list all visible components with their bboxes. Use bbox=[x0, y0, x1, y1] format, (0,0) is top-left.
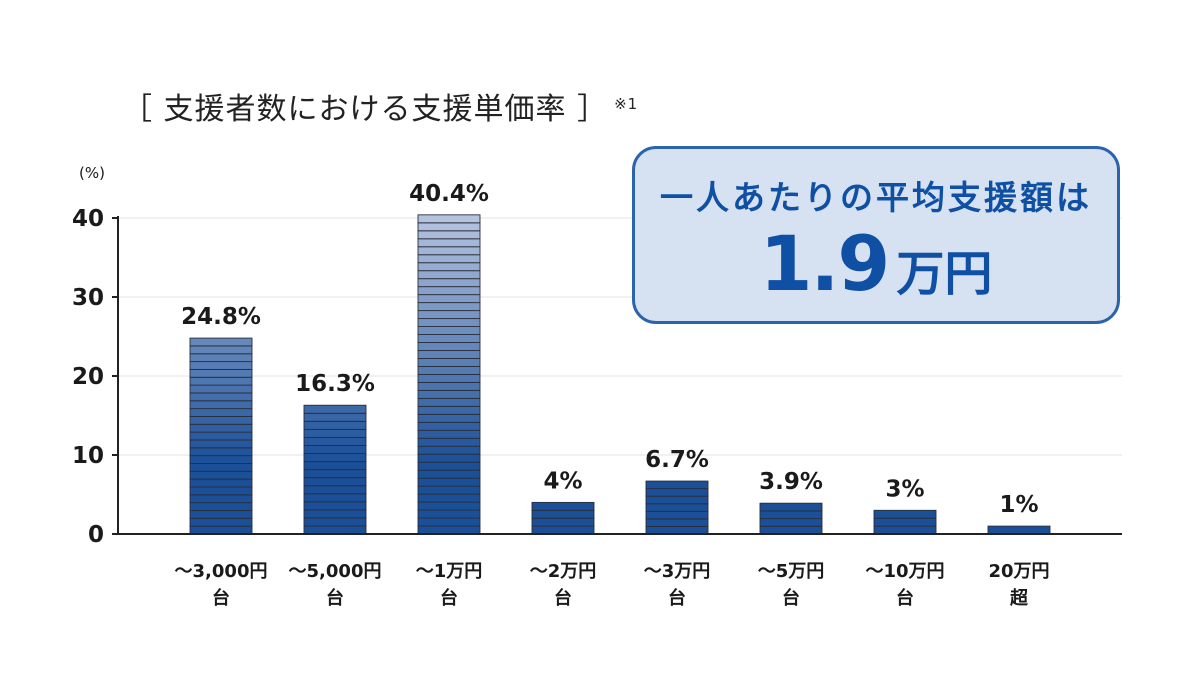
average-value-line: 1.9 万円 bbox=[635, 219, 1117, 308]
bar bbox=[417, 214, 481, 535]
average-label: 一人あたりの平均支援額は bbox=[660, 178, 1092, 217]
bar-value-label: 16.3% bbox=[295, 371, 375, 397]
x-tick-label: ～3万円 bbox=[644, 561, 711, 582]
bar-value-label: 3% bbox=[885, 476, 924, 502]
x-tick-label: 台 bbox=[440, 587, 458, 609]
x-tick-label: 台 bbox=[326, 587, 344, 609]
bar bbox=[303, 404, 367, 535]
bar-value-label: 24.8% bbox=[181, 304, 261, 330]
x-tick-label: 台 bbox=[554, 587, 572, 609]
bar-value-label: 6.7% bbox=[645, 447, 709, 473]
bar bbox=[531, 501, 595, 535]
x-tick-label: ～10万円 bbox=[865, 561, 944, 582]
x-tick-label: 台 bbox=[782, 587, 800, 609]
bar bbox=[189, 337, 253, 535]
y-tick-label: 40 bbox=[72, 206, 104, 232]
y-tick-label: 30 bbox=[72, 285, 104, 311]
bar bbox=[645, 480, 709, 535]
y-tick-label: 20 bbox=[72, 364, 104, 390]
average-value: 1.9 bbox=[759, 219, 891, 308]
bar bbox=[759, 502, 823, 535]
y-axis-label: (%) bbox=[79, 164, 105, 182]
x-tick-label: 超 bbox=[1010, 587, 1029, 609]
bar bbox=[987, 525, 1051, 535]
x-tick-label: 20万円 bbox=[988, 561, 1049, 582]
bar-value-label: 40.4% bbox=[409, 181, 489, 207]
x-tick-label: ～2万円 bbox=[530, 561, 597, 582]
average-summary-box: 一人あたりの平均支援額は 1.9 万円 bbox=[632, 146, 1120, 324]
x-tick-label: ～3,000円 bbox=[175, 561, 268, 582]
bar-value-label: 1% bbox=[999, 492, 1038, 518]
average-unit: 万円 bbox=[896, 246, 993, 302]
bar bbox=[873, 509, 937, 535]
chart-title: ［ 支援者数における支援単価率 ］ ※1 bbox=[122, 84, 638, 128]
chart-title-note: ※1 bbox=[614, 95, 639, 113]
x-tick-label: 台 bbox=[212, 587, 230, 609]
x-tick-label: ～1万円 bbox=[416, 561, 483, 582]
bar-value-label: 4% bbox=[543, 468, 582, 494]
x-tick-label: 台 bbox=[896, 587, 914, 609]
x-tick-label: ～5万円 bbox=[758, 561, 825, 582]
y-tick-label: 0 bbox=[88, 522, 104, 548]
x-tick-label: ～5,000円 bbox=[289, 561, 382, 582]
chart-title-text: ［ 支援者数における支援単価率 ］ bbox=[122, 92, 609, 127]
x-tick-label: 台 bbox=[668, 587, 686, 609]
y-tick-label: 10 bbox=[72, 443, 104, 469]
bar-value-label: 3.9% bbox=[759, 469, 823, 495]
